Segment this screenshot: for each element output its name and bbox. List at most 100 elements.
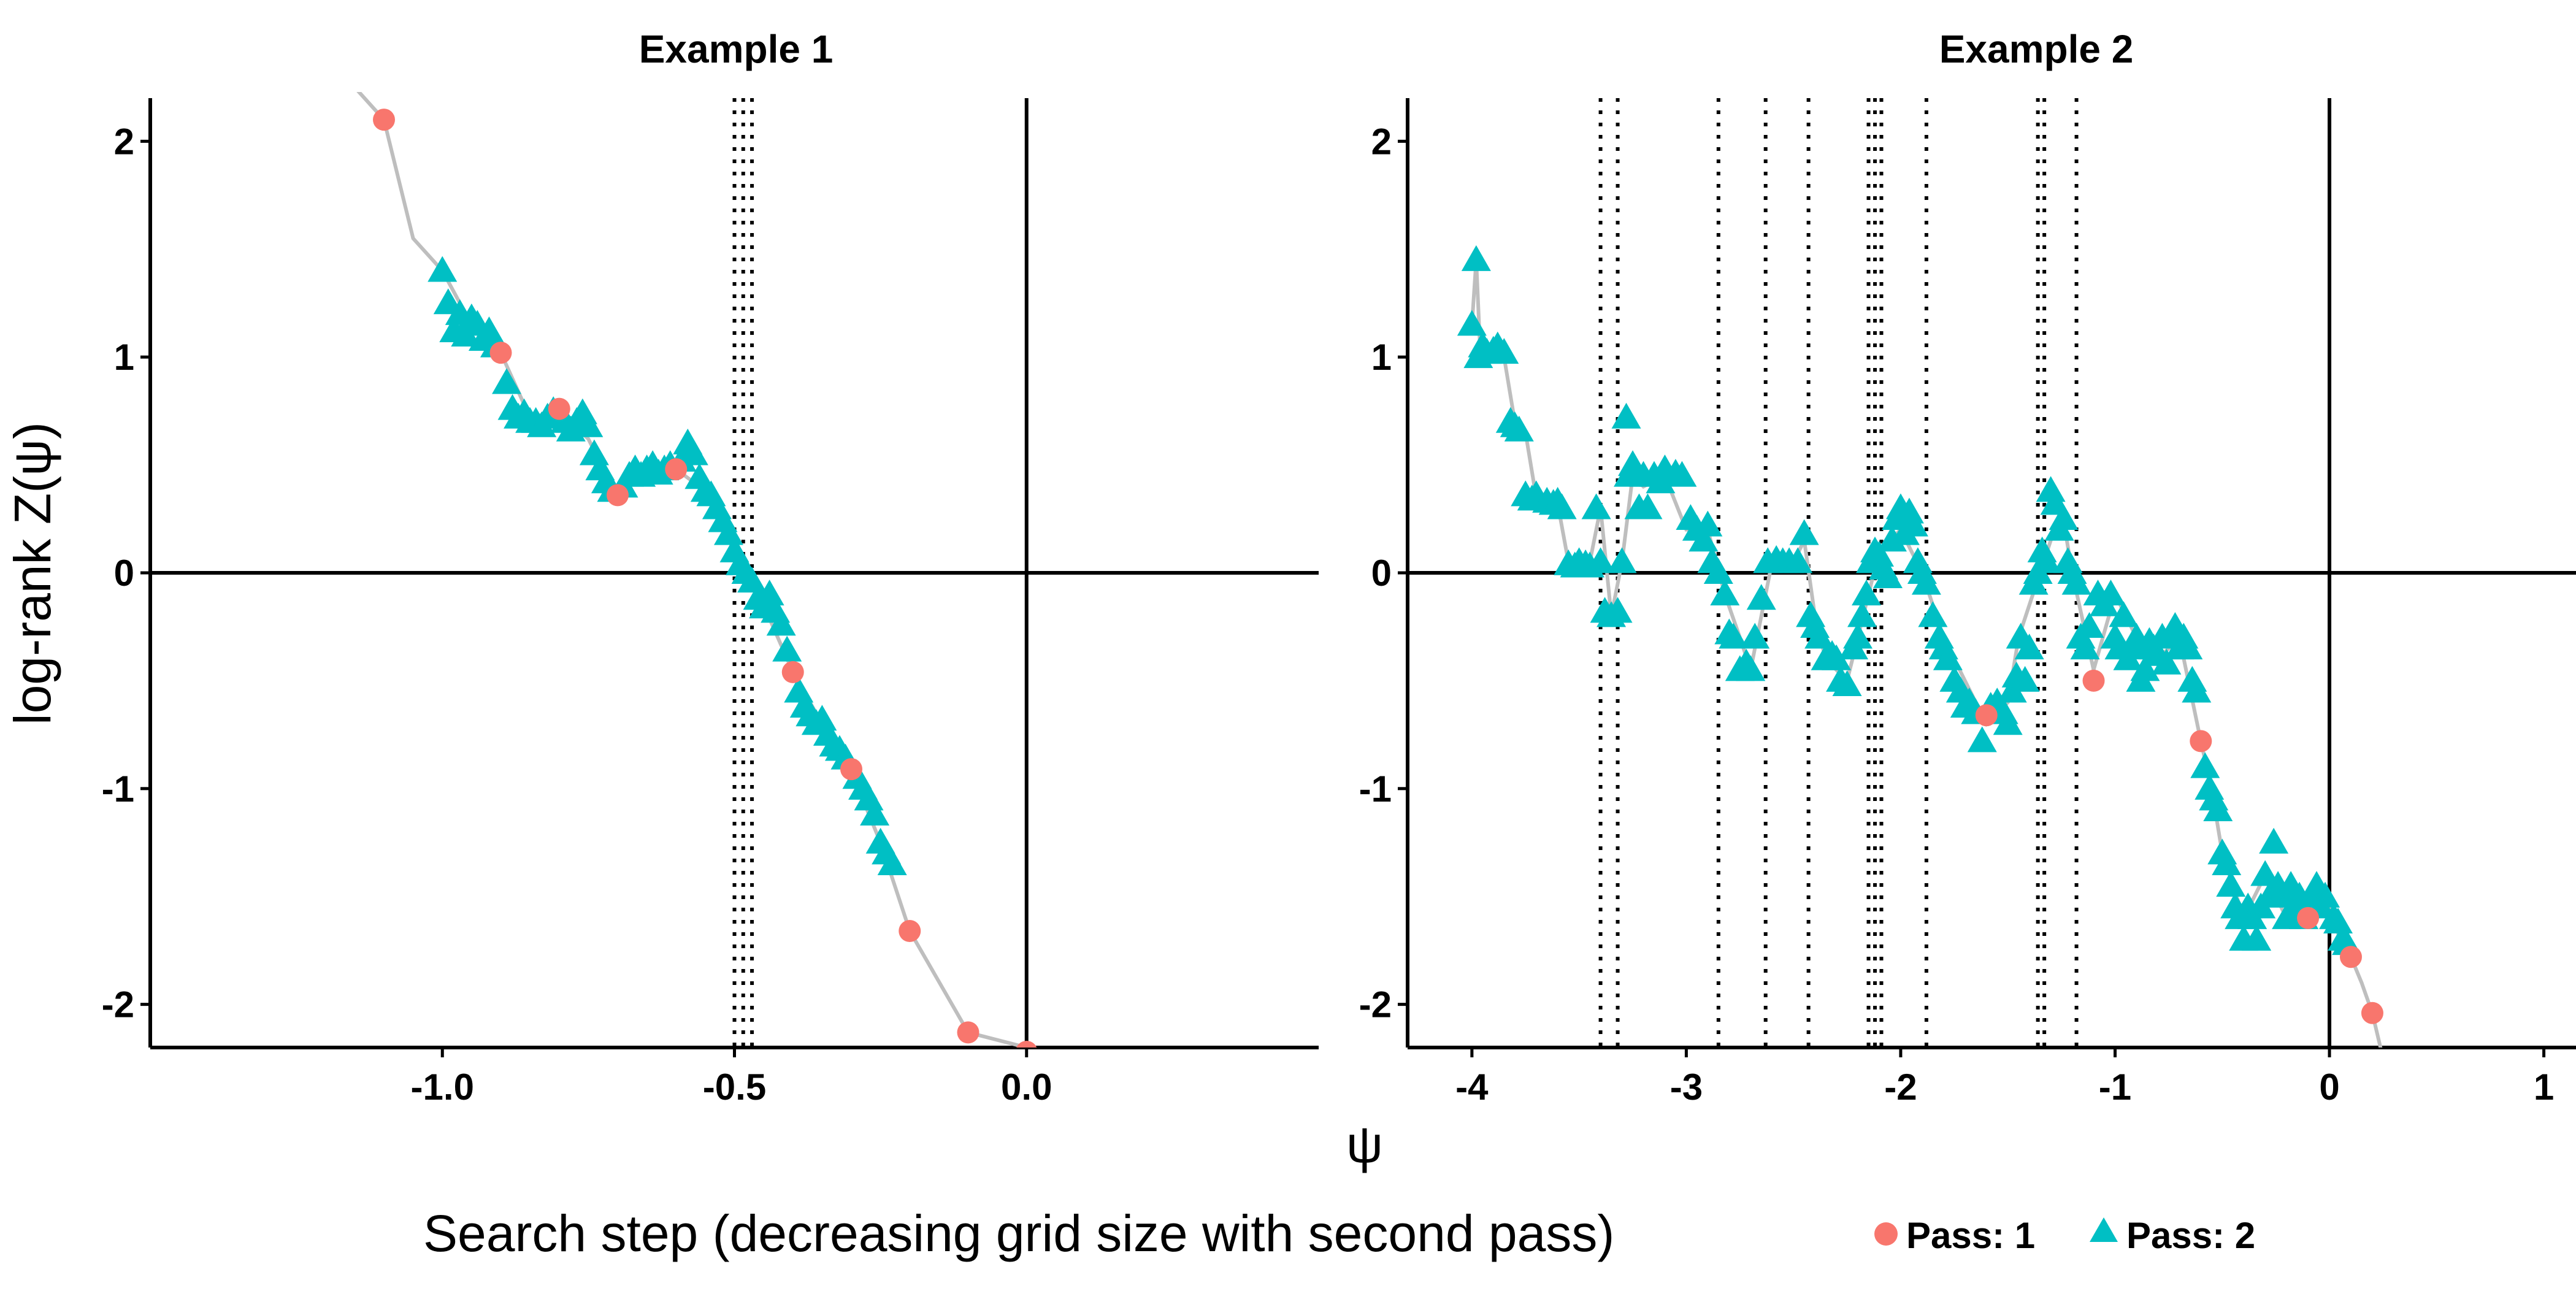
pass-2-point [2130,655,2160,681]
pass-2-point [1693,510,1723,537]
y-tick-label: 0 [114,553,134,594]
pass-2-point [1847,601,1877,627]
pass-2-point [1457,310,1487,336]
pass-2-point [1547,493,1577,519]
pass-2-point [1607,547,1637,573]
pass-2-point [1993,709,2023,735]
x-tick-label: -1.0 [411,1067,474,1108]
pass-2-point [766,610,796,636]
x-tick-label: -3 [1670,1067,1703,1108]
pass-2-point [427,256,458,282]
legend-pass-1-marker [1874,1222,1898,1246]
pass-2-point [1783,547,1813,573]
pass-1-point [2361,1002,2383,1024]
pass-2-point [2014,634,2044,660]
pass-2-point [2212,849,2242,875]
y-tick-label: -1 [102,768,134,810]
pass-2-point [2152,648,2182,675]
pass-1-point [2339,946,2362,968]
search-path-line [356,92,1030,1048]
pass-1-point [1975,704,1998,727]
pass-2-point [713,519,743,545]
pass-2-point [2074,611,2104,638]
pass-2-point [737,567,767,593]
pass-2-point [1504,415,1534,442]
pass-2-point [1804,623,1834,649]
pass-2-point [1611,402,1641,429]
y-tick-label: -1 [1359,768,1392,810]
pass-2-point [1877,526,1907,552]
panel-title: Example 2 [1939,27,2134,71]
pass-2-point [1581,493,1611,519]
pass-1-point [781,661,804,683]
pass-1-point [899,920,921,943]
legend-pass-1-label: Pass: 1 [1906,1215,2035,1256]
pass-2-point [2259,827,2289,854]
pass-2-point [1646,467,1676,494]
y-tick-label: -2 [102,984,134,1025]
x-tick-label: 1 [2534,1067,2554,1108]
pass-2-point [2096,580,2126,606]
y-ticks: 2 1 0 -1 -2 [1359,121,1408,1025]
pass-2-point [1703,558,1733,584]
y-tick-label: 2 [114,121,134,162]
pass-2-point [1585,547,1616,573]
pass-2-point [2310,881,2340,908]
pass-2-point [2182,676,2212,703]
pass-2-point [1746,584,1776,610]
pass-2-point [2323,907,2353,933]
pass-2-point [2031,547,2061,573]
pass-1-point [373,109,395,131]
panel-title: Example 1 [639,27,834,71]
pass-1-point [2082,669,2105,692]
x-tick-label: -0.5 [703,1067,766,1108]
y-tick-label: 1 [1371,337,1392,378]
pass-2-point [579,439,609,465]
pass-2-point [1852,580,1882,606]
x-tick-label: -1 [2099,1067,2131,1108]
pass-2-point [678,439,708,465]
legend-title: Search step (decreasing grid size with s… [423,1205,1614,1262]
pass-2-point [1719,623,1749,649]
x-tick-label: 0 [2319,1067,2339,1108]
pass-2-point [1689,526,1719,552]
pass-2-point [1898,510,1928,537]
x-tick-label: -4 [1455,1067,1489,1108]
data-points [373,109,1037,1048]
y-tick-label: 1 [114,337,134,378]
pass-2-point [2070,634,2100,660]
search-path [356,92,1030,1048]
pass-2-point [1736,655,1766,681]
pass-1-point [2297,906,2320,929]
legend-pass-2-marker [2090,1217,2118,1242]
pass-1-point [489,342,512,364]
pass-2-point [2049,504,2079,531]
pass-2-point [1740,623,1770,649]
pass-2-point [1667,461,1697,487]
panel-example-2: Example 2 2 1 0 -1 -2 -4 -3 -2 -1 0 1 [1359,27,2576,1108]
pass-2-point [2061,569,2091,595]
pass-2-point [2250,860,2280,886]
y-axis-title: log-rank Z(ψ) [4,422,61,725]
x-ticks: -1.0 -0.5 0.0 [411,1048,1052,1108]
x-ticks: -4 -3 -2 -1 0 1 [1455,1048,2554,1108]
y-tick-label: 0 [1371,553,1392,594]
pass-2-point [2010,665,2040,692]
pass-2-point [860,800,890,826]
pass-2-point [573,411,604,437]
pass-2-point [2203,795,2233,821]
pass-1-point [2190,730,2212,753]
pass-2-point [2190,752,2220,778]
pass-1-point [840,758,862,781]
pass-2-point [1933,644,1963,670]
pass-2-point [2173,634,2203,660]
y-tick-label: 2 [1371,121,1392,162]
x-tick-label: 0.0 [1001,1067,1052,1108]
pass-2-point [1843,623,1873,649]
pass-2-point [1832,670,1862,696]
pass-1-point [607,484,629,507]
y-tick-label: -2 [1359,984,1392,1025]
pass-2-point [2242,925,2272,951]
pass-2-point [1633,493,1663,519]
